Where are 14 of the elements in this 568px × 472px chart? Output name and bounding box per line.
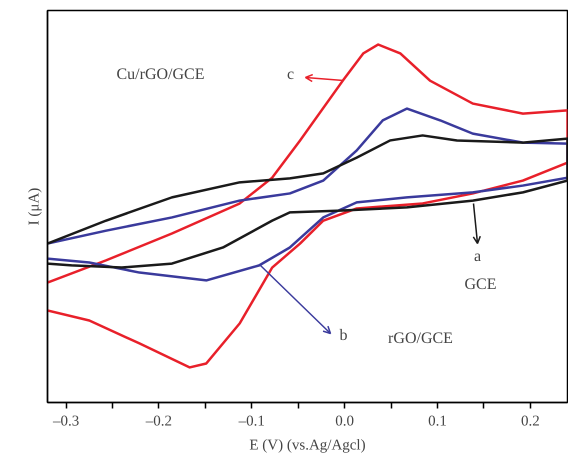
annotation: GCE <box>464 276 496 293</box>
x-tick-label: 0.1 <box>428 414 447 430</box>
x-tick-label: 0.0 <box>335 414 354 430</box>
annotation: a <box>474 248 482 265</box>
x-tick-label: 0.2 <box>520 414 540 430</box>
annotation: rGO/GCE <box>388 330 453 347</box>
x-tick-label: –0.3 <box>52 414 80 430</box>
x-tick-label: –0.1 <box>238 414 265 430</box>
annotation: c <box>286 66 294 83</box>
x-axis-title: E (V) (vs.Ag/Agcl) <box>249 438 366 454</box>
y-axis-title: I (μA) <box>26 188 42 226</box>
annotation: b <box>340 327 348 344</box>
x-tick-label: –0.2 <box>144 414 172 430</box>
annotation: Cu/rGO/GCE <box>116 66 204 83</box>
